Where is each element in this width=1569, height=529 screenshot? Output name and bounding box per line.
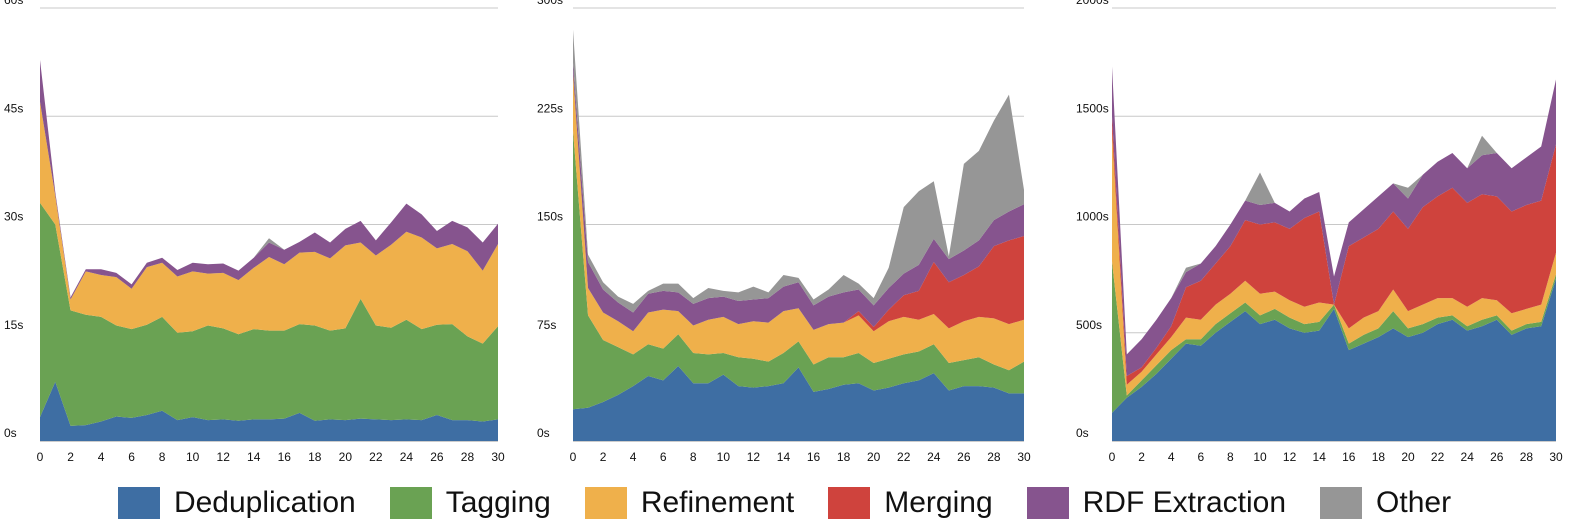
x-tick-label-1-11: 22 <box>369 450 383 464</box>
x-tick-label-1-6: 12 <box>217 450 231 464</box>
y-tick-label-3-2: 1000s <box>1076 210 1109 224</box>
x-tick-label-2-5: 10 <box>717 450 731 464</box>
legend-swatch <box>117 487 160 519</box>
area-2-tagging <box>573 130 1024 410</box>
x-tick-label-3-6: 12 <box>1283 450 1297 464</box>
x-tick-label-1-14: 28 <box>461 450 475 464</box>
legend-label: Merging <box>884 486 993 519</box>
x-tick-label-2-10: 20 <box>867 450 881 464</box>
legend-swatch <box>1026 487 1069 519</box>
x-tick-label-3-5: 10 <box>1253 450 1267 464</box>
y-tick-label-1-4: 60s <box>4 0 23 7</box>
x-tick-label-2-3: 6 <box>660 450 667 464</box>
x-tick-label-3-15: 30 <box>1549 450 1563 464</box>
legend-swatch <box>389 487 432 519</box>
x-tick-label-1-8: 16 <box>278 450 292 464</box>
x-tick-label-1-9: 18 <box>308 450 322 464</box>
y-tick-label-2-0: 0s <box>537 426 550 440</box>
x-tick-label-1-2: 4 <box>98 450 105 464</box>
area-1-refinement <box>40 101 498 344</box>
x-tick-label-3-14: 28 <box>1520 450 1534 464</box>
legend-item-tagging: Tagging <box>389 486 551 520</box>
area-3-rdf-extraction <box>1112 66 1556 377</box>
legend-label: Other <box>1376 486 1452 519</box>
y-tick-label-3-0: 0s <box>1076 426 1089 440</box>
legend-label: Deduplication <box>173 486 356 519</box>
x-tick-label-2-15: 30 <box>1017 450 1031 464</box>
x-tick-label-3-3: 6 <box>1197 450 1204 464</box>
legend-swatch <box>584 487 627 519</box>
x-tick-label-3-1: 2 <box>1138 450 1145 464</box>
x-tick-label-3-7: 14 <box>1313 450 1327 464</box>
x-tick-label-3-9: 18 <box>1372 450 1386 464</box>
y-tick-label-3-3: 1500s <box>1076 101 1109 115</box>
x-tick-label-2-8: 16 <box>807 450 821 464</box>
legend-item-refinement: Refinement <box>584 486 795 520</box>
x-tick-label-1-7: 14 <box>247 450 261 464</box>
x-tick-label-1-1: 2 <box>67 450 74 464</box>
area-1-deduplication <box>40 381 498 441</box>
x-tick-label-1-13: 26 <box>430 450 444 464</box>
x-tick-label-2-11: 22 <box>897 450 911 464</box>
x-tick-label-1-3: 6 <box>128 450 135 464</box>
x-tick-label-2-7: 14 <box>777 450 791 464</box>
area-1-rdf-extraction <box>40 59 498 300</box>
x-tick-label-3-8: 16 <box>1342 450 1356 464</box>
y-tick-label-1-2: 30s <box>4 210 23 224</box>
y-tick-label-3-1: 500s <box>1076 318 1102 332</box>
y-tick-label-2-2: 150s <box>537 210 563 224</box>
y-tick-label-1-0: 0s <box>4 426 17 440</box>
legend-item-rdf-extraction: RDF Extraction <box>1026 486 1287 520</box>
y-tick-label-1-1: 15s <box>4 318 23 332</box>
area-2-rdf-extraction <box>573 62 1024 332</box>
x-tick-label-3-12: 24 <box>1461 450 1475 464</box>
legend-item-other: Other <box>1320 486 1451 520</box>
x-tick-label-2-14: 28 <box>987 450 1001 464</box>
x-tick-label-2-6: 12 <box>747 450 761 464</box>
x-tick-label-2-12: 24 <box>927 450 941 464</box>
x-tick-label-2-1: 2 <box>600 450 607 464</box>
legend-label: Tagging <box>445 486 551 519</box>
legend-label: Refinement <box>640 486 795 519</box>
x-tick-label-1-0: 0 <box>37 450 44 464</box>
x-tick-label-1-4: 8 <box>159 450 166 464</box>
y-tick-label-3-4: 2000s <box>1076 0 1109 7</box>
x-tick-label-2-9: 18 <box>837 450 851 464</box>
x-tick-label-1-10: 20 <box>339 450 353 464</box>
x-tick-label-2-4: 8 <box>690 450 697 464</box>
y-tick-label-2-4: 300s <box>537 0 563 7</box>
area-2-refinement <box>573 72 1024 371</box>
legend: Deduplication Tagging Refinement Merging RDF… <box>0 478 1569 528</box>
x-tick-label-3-11: 22 <box>1431 450 1445 464</box>
area-3-merging <box>1112 116 1556 385</box>
x-tick-label-3-13: 26 <box>1490 450 1504 464</box>
x-tick-label-3-0: 0 <box>1109 450 1116 464</box>
area-2-other <box>573 29 1024 313</box>
x-tick-label-3-4: 8 <box>1227 450 1234 464</box>
x-tick-label-1-15: 30 <box>491 450 505 464</box>
x-tick-label-2-0: 0 <box>570 450 577 464</box>
x-tick-label-3-10: 20 <box>1401 450 1415 464</box>
legend-swatch <box>1320 487 1363 519</box>
y-tick-label-1-3: 45s <box>4 101 23 115</box>
y-tick-label-2-3: 225s <box>537 101 563 115</box>
legend-swatch <box>828 487 871 519</box>
area-2-deduplication <box>573 365 1024 441</box>
y-tick-label-2-1: 75s <box>537 318 556 332</box>
legend-item-deduplication: Deduplication <box>117 486 356 520</box>
x-tick-label-1-12: 24 <box>400 450 414 464</box>
x-tick-label-1-5: 10 <box>186 450 200 464</box>
x-tick-label-2-2: 4 <box>630 450 637 464</box>
x-tick-label-3-2: 4 <box>1168 450 1175 464</box>
area-2-merging <box>573 72 1024 332</box>
legend-item-merging: Merging <box>828 486 993 520</box>
area-1-tagging <box>40 202 498 426</box>
x-tick-label-2-13: 26 <box>957 450 971 464</box>
area-3-deduplication <box>1112 278 1556 441</box>
legend-label: RDF Extraction <box>1082 486 1287 519</box>
